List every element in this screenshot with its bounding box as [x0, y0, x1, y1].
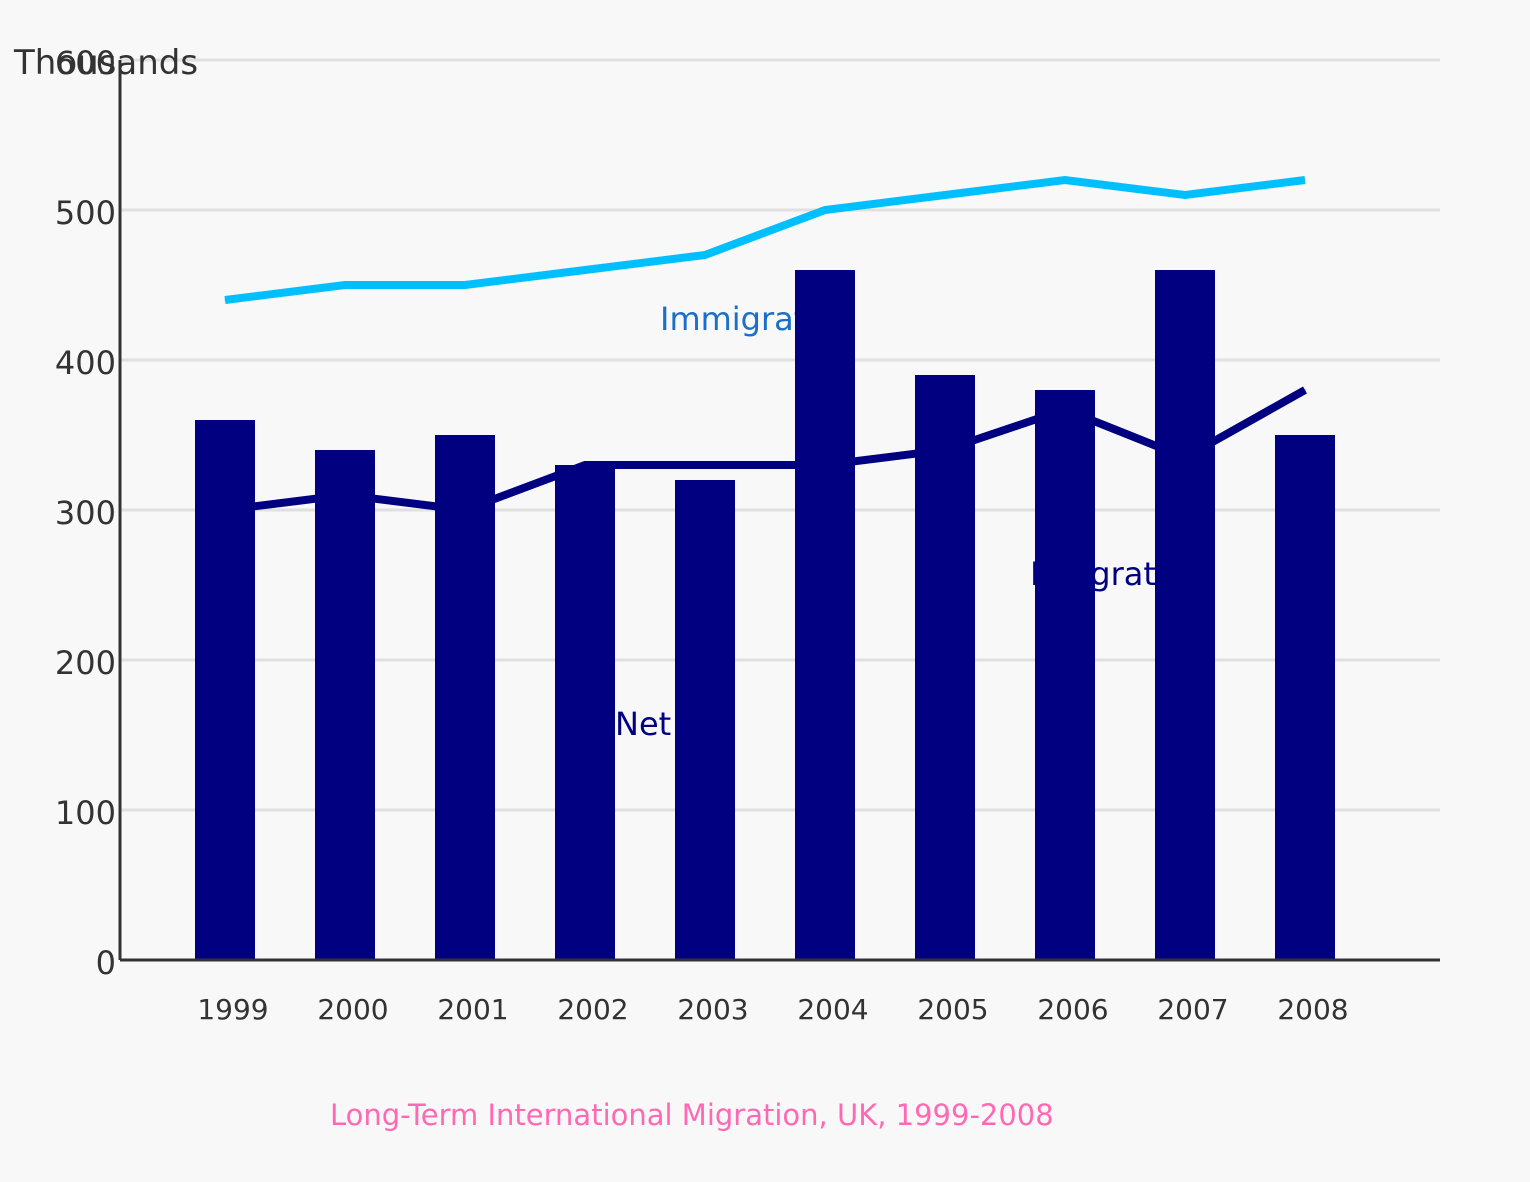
immigration-point — [464, 284, 466, 286]
bar — [1035, 390, 1095, 960]
y-tick-label: 0 — [96, 944, 116, 982]
bar — [555, 465, 615, 960]
emigration-line — [224, 386, 1307, 515]
y-tick-label: 600 — [55, 44, 116, 82]
bar — [915, 375, 975, 960]
immigration-point — [584, 269, 586, 271]
net-migration-label: Net — [615, 705, 671, 743]
y-tick-label: 400 — [55, 344, 116, 382]
bar — [195, 420, 255, 960]
emigration-point — [584, 464, 586, 466]
bar — [1275, 435, 1335, 960]
emigration-point — [1184, 457, 1186, 458]
line-layer — [224, 175, 1307, 515]
x-tick-label: 2005 — [917, 993, 988, 1026]
emigration-point — [1064, 409, 1066, 410]
emigration-point — [464, 509, 466, 511]
y-tick-label: 200 — [55, 644, 116, 682]
immigration-point — [704, 254, 706, 256]
immigration-point — [944, 194, 946, 196]
emigration-point — [344, 494, 346, 496]
immigration-point — [1304, 179, 1306, 181]
x-tick-label: 2001 — [437, 993, 508, 1026]
y-tick-label: 500 — [55, 194, 116, 232]
x-tick-label: 2007 — [1157, 993, 1228, 1026]
bar-layer — [195, 270, 1335, 960]
x-tick-label: 2004 — [797, 993, 868, 1026]
chart-title: Long-Term International Migration, UK, 1… — [330, 1098, 1054, 1132]
emigration-point — [944, 449, 946, 451]
x-tick-label: 2008 — [1277, 993, 1348, 1026]
x-tick-label: 2003 — [677, 993, 748, 1026]
immigration-point — [344, 284, 346, 286]
x-tick-label: 2000 — [317, 993, 388, 1026]
axis-layer: 0 100 200 300 400 500 600 1999 2000 2001 2002 2003 2… — [55, 44, 1440, 1026]
immigration-point — [824, 209, 826, 211]
bar — [795, 270, 855, 960]
bar — [315, 450, 375, 960]
bar — [675, 480, 735, 960]
x-tick-label: 2006 — [1037, 993, 1108, 1026]
immigration-point — [1064, 179, 1066, 181]
bar — [435, 435, 495, 960]
immigration-point — [1184, 194, 1186, 196]
emigration-point — [224, 509, 226, 511]
bar — [1155, 270, 1215, 960]
emigration-point — [704, 464, 706, 466]
x-tick-label: 1999 — [197, 993, 268, 1026]
y-axis-label: Thousands — [13, 43, 198, 83]
emigration-point — [1304, 389, 1306, 391]
y-tick-label: 100 — [55, 794, 116, 832]
emigration-point — [824, 464, 826, 466]
immigration-point — [224, 299, 226, 301]
immigration-line — [224, 175, 1306, 304]
y-tick-label: 300 — [55, 494, 116, 532]
x-tick-label: 2002 — [557, 993, 628, 1026]
